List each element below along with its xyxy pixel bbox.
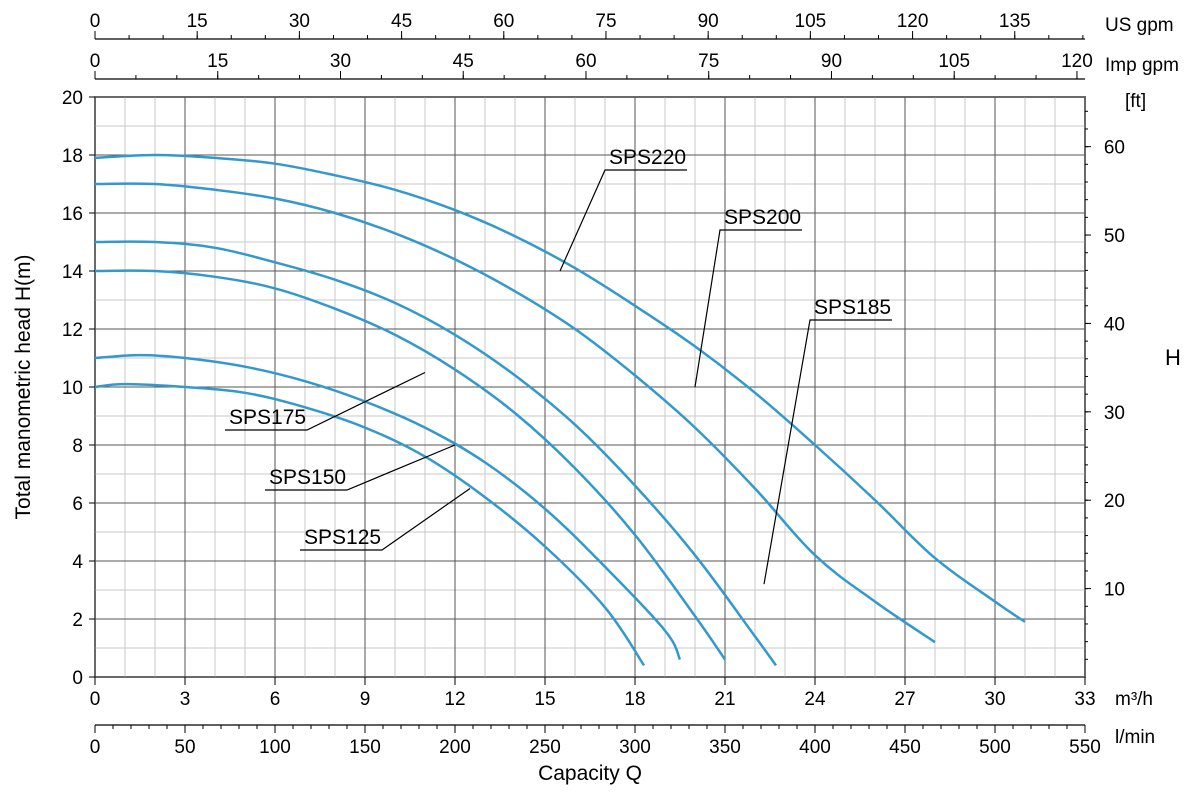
x-tick-impgpm: 105 — [938, 51, 970, 72]
y-tick-m: 6 — [72, 494, 83, 515]
x-tick-lmin: 550 — [1069, 737, 1101, 758]
x-tick-impgpm: 75 — [698, 51, 719, 72]
x-tick-usgpm: 75 — [595, 11, 616, 32]
x-unit-usgpm: US gpm — [1105, 15, 1174, 36]
series-label-sps200: SPS200 — [724, 206, 801, 229]
y-tick-m: 0 — [72, 668, 83, 689]
y-tick-m: 16 — [62, 204, 83, 225]
x-tick-usgpm: 105 — [795, 11, 827, 32]
y-tick-ft: 50 — [1104, 226, 1125, 247]
x-tick-impgpm: 30 — [330, 51, 351, 72]
x-tick-usgpm: 0 — [90, 11, 101, 32]
y-axis-title: Total manometric head H(m) — [12, 255, 35, 520]
y-tick-ft: 20 — [1104, 491, 1125, 512]
y-tick-m: 2 — [72, 610, 83, 631]
x-tick-lmin: 300 — [619, 737, 651, 758]
x-tick-lmin: 150 — [349, 737, 381, 758]
x-tick-impgpm: 120 — [1061, 51, 1093, 72]
x-unit-impgpm: Imp gpm — [1105, 55, 1179, 76]
x-tick-usgpm: 15 — [187, 11, 208, 32]
x-tick-m3h: 9 — [360, 689, 371, 710]
x-tick-lmin: 450 — [889, 737, 921, 758]
x-tick-impgpm: 15 — [207, 51, 228, 72]
y-tick-m: 12 — [62, 320, 83, 341]
x-tick-m3h: 24 — [804, 689, 826, 710]
x-tick-m3h: 33 — [1074, 689, 1095, 710]
x-tick-usgpm: 30 — [289, 11, 310, 32]
y-tick-m: 14 — [62, 262, 84, 283]
x-tick-usgpm: 90 — [698, 11, 719, 32]
series-label-sps175: SPS175 — [229, 406, 306, 429]
x-tick-m3h: 12 — [444, 689, 465, 710]
series-label-sps220: SPS220 — [609, 146, 686, 169]
y-tick-m: 8 — [72, 436, 83, 457]
y-tick-ft: 60 — [1104, 138, 1125, 159]
x-unit-m3h: m³/h — [1115, 689, 1153, 710]
x-tick-lmin: 100 — [259, 737, 291, 758]
x-tick-lmin: 500 — [979, 737, 1011, 758]
x-tick-usgpm: 120 — [897, 11, 929, 32]
x-tick-m3h: 18 — [624, 689, 645, 710]
y-tick-ft: 10 — [1104, 580, 1125, 601]
x-unit-lmin: l/min — [1115, 727, 1155, 748]
y-tick-m: 18 — [62, 146, 83, 167]
y-tick-ft: 40 — [1104, 314, 1125, 335]
y-tick-m: 20 — [62, 88, 83, 109]
x-tick-m3h: 3 — [180, 689, 191, 710]
y-unit-ft: [ft] — [1125, 91, 1146, 112]
y-tick-m: 10 — [62, 378, 83, 399]
y-tick-ft: 30 — [1104, 403, 1125, 424]
x-tick-m3h: 15 — [534, 689, 555, 710]
x-tick-usgpm: 45 — [391, 11, 412, 32]
y-secondary-label: H — [1165, 345, 1181, 370]
x-tick-m3h: 21 — [714, 689, 735, 710]
x-tick-lmin: 250 — [529, 737, 561, 758]
x-tick-lmin: 200 — [439, 737, 471, 758]
x-axis-title: Capacity Q — [538, 762, 642, 785]
series-label-sps185: SPS185 — [814, 296, 891, 319]
x-tick-lmin: 50 — [174, 737, 195, 758]
x-tick-usgpm: 60 — [493, 11, 514, 32]
x-tick-m3h: 27 — [894, 689, 915, 710]
x-tick-impgpm: 0 — [90, 51, 101, 72]
x-tick-lmin: 0 — [90, 737, 101, 758]
x-tick-m3h: 30 — [984, 689, 1005, 710]
series-label-sps125: SPS125 — [304, 526, 381, 549]
y-tick-m: 4 — [72, 552, 83, 573]
x-tick-usgpm: 135 — [999, 11, 1031, 32]
x-tick-impgpm: 45 — [453, 51, 474, 72]
x-tick-m3h: 0 — [90, 689, 101, 710]
x-tick-lmin: 400 — [799, 737, 831, 758]
pump-curve-chart: SPS125 SPS150 SPS175 SPS185 SPS200 SPS220 0 3 6 9… — [0, 0, 1200, 799]
x-tick-impgpm: 90 — [821, 51, 842, 72]
series-label-sps150: SPS150 — [269, 466, 346, 489]
x-tick-lmin: 350 — [709, 737, 741, 758]
x-tick-impgpm: 60 — [575, 51, 596, 72]
x-tick-m3h: 6 — [270, 689, 281, 710]
